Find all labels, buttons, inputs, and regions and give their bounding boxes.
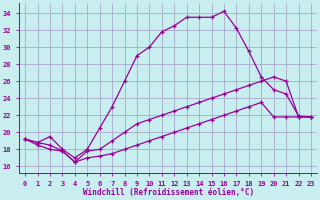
X-axis label: Windchill (Refroidissement éolien,°C): Windchill (Refroidissement éolien,°C) xyxy=(83,188,254,197)
